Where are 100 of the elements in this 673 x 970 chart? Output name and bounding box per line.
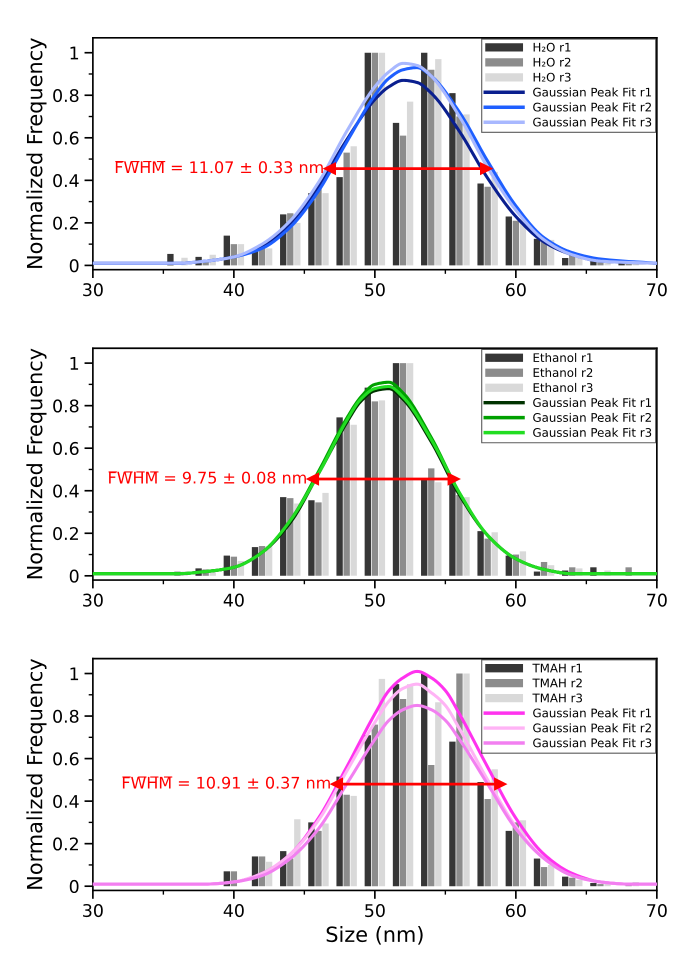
y-tick-label: 0 xyxy=(70,259,79,272)
x-tick-label: 40 xyxy=(224,283,244,296)
bar xyxy=(378,400,386,576)
bar xyxy=(428,468,434,576)
x-tick-label: 30 xyxy=(83,904,103,918)
x-tick-label: 50 xyxy=(365,904,385,918)
y-axis-title: Normalized Frequency xyxy=(26,348,47,578)
x-tick-label: 70 xyxy=(647,904,667,918)
y-tick-label: 0.4 xyxy=(53,484,79,498)
y-axis-title: Normalized Frequency xyxy=(26,658,47,889)
bar xyxy=(534,572,540,576)
bar xyxy=(428,70,434,266)
bar xyxy=(322,193,329,266)
bar xyxy=(562,876,568,886)
x-tick-label: 40 xyxy=(224,594,244,607)
legend-label: H₂O r3 xyxy=(534,72,571,82)
bar xyxy=(308,500,315,576)
legend-label: Gaussian Peak Fit r1 xyxy=(533,708,652,718)
bar xyxy=(372,401,378,576)
bar xyxy=(350,146,357,266)
bar xyxy=(343,794,350,886)
bar xyxy=(350,424,357,576)
y-tick-label: 1 xyxy=(70,667,78,680)
bar xyxy=(406,684,414,886)
bar xyxy=(492,532,498,576)
x-axis-title: Size (nm) xyxy=(326,926,423,945)
legend-label: TMAH r2 xyxy=(532,678,582,688)
y-tick-label: 1 xyxy=(70,357,78,370)
x-tick-label: 70 xyxy=(647,283,667,296)
bar xyxy=(540,867,548,886)
bar xyxy=(364,735,371,886)
legend-label: Gaussian Peak Fit r3 xyxy=(533,738,652,748)
legend-label: Gaussian Peak Fit r2 xyxy=(533,412,651,422)
x-tick-label: 50 xyxy=(365,594,385,607)
bar xyxy=(364,388,371,576)
bar xyxy=(400,699,406,886)
legend-label: Ethanol r1 xyxy=(534,352,592,362)
bar xyxy=(322,823,329,886)
bar xyxy=(484,186,491,266)
bar xyxy=(512,220,520,266)
legend-label: H₂O r2 xyxy=(534,58,570,67)
bar xyxy=(506,556,512,576)
bar xyxy=(280,497,286,576)
y-tick-label: 0 xyxy=(70,570,79,583)
bar xyxy=(336,417,343,576)
y-tick-label: 0.2 xyxy=(53,526,78,540)
legend-label: Ethanol r3 xyxy=(534,382,592,392)
legend-label: TMAH r3 xyxy=(532,693,582,702)
x-tick-label: 40 xyxy=(224,904,244,918)
bar xyxy=(406,102,414,266)
bar xyxy=(576,880,582,886)
bar xyxy=(266,546,272,576)
bar xyxy=(484,799,491,886)
bar xyxy=(350,796,357,886)
bar xyxy=(315,830,322,886)
legend-label: Gaussian Peak Fit r2 xyxy=(533,723,651,732)
x-tick-label: 60 xyxy=(506,594,526,607)
bar xyxy=(287,858,294,886)
bar xyxy=(378,52,386,266)
bar xyxy=(421,52,428,266)
annotation: F̅W̅H̅M̅ = 9.75 ± 0.08 nm xyxy=(108,471,306,484)
bar xyxy=(477,184,484,266)
bar xyxy=(477,782,484,886)
y-tick-label: 0.6 xyxy=(53,752,79,766)
y-tick-label: 0.2 xyxy=(53,216,78,230)
x-tick-label: 30 xyxy=(83,594,103,607)
legend-label: Gaussian Peak Fit r2 xyxy=(533,102,651,112)
y-tick-label: 0.4 xyxy=(53,794,79,808)
bar xyxy=(343,152,350,266)
y-tick-label: 0.4 xyxy=(53,174,79,188)
legend-label: Ethanol r2 xyxy=(534,368,592,378)
bar xyxy=(421,674,428,886)
bar xyxy=(400,136,406,266)
bar xyxy=(315,502,322,576)
y-tick-label: 0.8 xyxy=(53,399,78,412)
legend-label: Gaussian Peak Fit r1 xyxy=(533,87,652,97)
x-tick-label: 60 xyxy=(506,904,526,918)
bar xyxy=(435,702,442,886)
y-tick-label: 1 xyxy=(70,46,78,60)
bar xyxy=(569,878,576,886)
legend-label: H₂O r1 xyxy=(534,42,570,52)
bar xyxy=(590,883,597,886)
bar xyxy=(392,122,400,266)
bar xyxy=(506,830,512,886)
bar xyxy=(294,222,300,266)
bar xyxy=(562,258,568,266)
bar xyxy=(435,482,442,576)
bar xyxy=(548,864,554,886)
bar xyxy=(428,764,434,886)
bar xyxy=(534,858,540,886)
bar xyxy=(406,363,414,576)
legend-label: Gaussian Peak Fit r3 xyxy=(533,117,652,127)
bar xyxy=(435,59,442,266)
bar xyxy=(484,538,491,576)
legend-label: Gaussian Peak Fit r3 xyxy=(533,428,652,437)
bar xyxy=(477,531,484,576)
y-tick-label: 0.8 xyxy=(53,88,78,102)
bar xyxy=(456,494,463,576)
legend-label: Gaussian Peak Fit r1 xyxy=(533,398,652,407)
bar xyxy=(287,498,294,576)
